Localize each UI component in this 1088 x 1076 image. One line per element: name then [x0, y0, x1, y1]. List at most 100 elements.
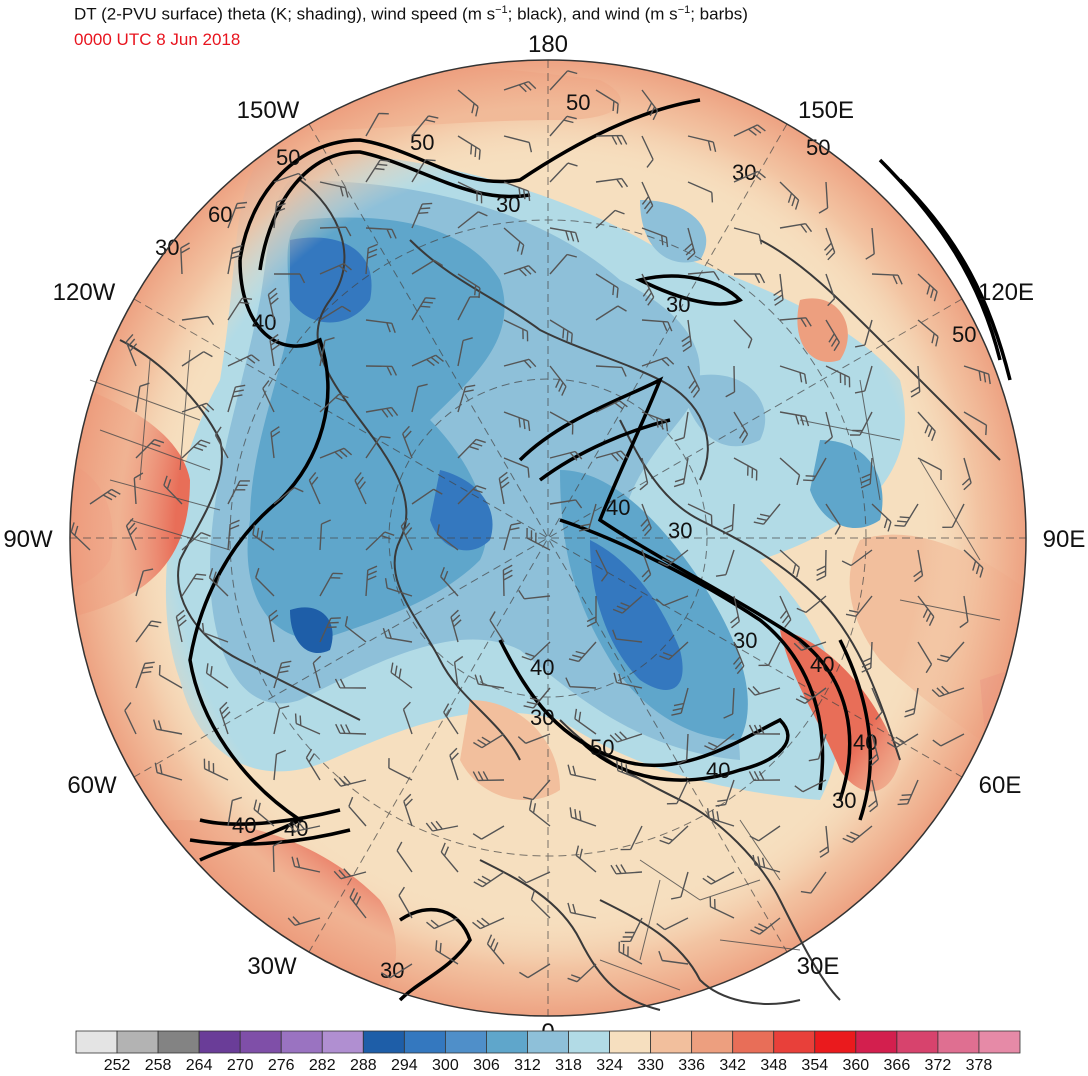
wind-barb	[502, 564, 513, 597]
wind-barb	[567, 963, 597, 983]
wind-barb	[673, 457, 689, 488]
wind-barb	[319, 447, 353, 460]
wind-barb	[305, 748, 321, 781]
colorbar-label: 324	[596, 1057, 623, 1074]
wind-barb	[503, 457, 530, 478]
wind-barb	[319, 181, 349, 198]
wind-barb	[274, 273, 306, 284]
wind-barb	[674, 411, 689, 442]
colorbar-label: 288	[350, 1057, 377, 1074]
colorbar-swatch	[855, 1030, 898, 1054]
colorbar-swatch	[650, 1030, 693, 1054]
wind-barb	[319, 519, 331, 551]
wind-barb	[800, 871, 827, 894]
wind-barb	[750, 917, 781, 935]
colorbar-swatch	[609, 1030, 652, 1054]
wind-barb	[503, 522, 521, 551]
wind-barb	[779, 181, 800, 210]
contour-atlantic-south	[398, 908, 472, 1002]
wind-barb	[402, 701, 413, 735]
wind-barb	[869, 733, 880, 767]
wind-barb	[135, 620, 162, 643]
wind-barb	[803, 457, 827, 482]
contour-label: 30	[832, 788, 856, 813]
valid-time: 0000 UTC 8 Jun 2018	[74, 30, 241, 49]
wind-barb	[411, 383, 428, 413]
wind-barb	[779, 549, 800, 578]
wind-barb	[411, 115, 439, 137]
wind-barb	[549, 450, 583, 461]
wind-barb	[273, 660, 292, 689]
wind-barb	[567, 902, 597, 919]
wind-barb	[365, 435, 391, 459]
wind-barb	[595, 305, 627, 321]
contour-label: 40	[853, 730, 877, 755]
wind-barb	[133, 472, 144, 505]
wind-barb	[214, 426, 229, 459]
wind-barb	[748, 770, 781, 781]
wind-barb	[723, 687, 735, 719]
wind-barb	[163, 475, 183, 505]
wind-barb	[860, 457, 873, 489]
wind-barb	[670, 871, 689, 900]
wind-barb	[868, 779, 879, 813]
wind-barb	[411, 354, 444, 367]
wind-barb	[381, 963, 413, 979]
colorbar-swatch	[568, 1030, 610, 1054]
wind-barb	[498, 471, 510, 505]
wind-barb	[936, 641, 965, 663]
wind-barb	[733, 319, 753, 349]
wind-barb	[365, 531, 395, 551]
colorbar-label: 366	[884, 1057, 911, 1074]
wind-barb	[904, 687, 919, 718]
wind-barb	[181, 439, 211, 459]
wind-barb	[398, 886, 413, 919]
wind-barb	[349, 888, 367, 919]
wind-barb	[400, 518, 413, 551]
wind-barb	[457, 89, 479, 117]
wind-barb	[411, 259, 444, 275]
wind-barb	[752, 854, 781, 873]
wind-barb	[272, 840, 283, 873]
wind-barb	[722, 503, 735, 535]
wind-barb	[886, 733, 919, 749]
contour-siberia-closed	[634, 274, 743, 306]
wind-barbs	[70, 70, 991, 983]
wind-barb	[620, 917, 643, 943]
contour-label: 50	[590, 735, 614, 760]
colorbar-label: 360	[842, 1057, 869, 1074]
wind-barb	[823, 227, 836, 261]
colorbar-swatch	[773, 1030, 816, 1054]
wind-barb	[201, 622, 229, 643]
lon-label-180: 180	[528, 31, 568, 58]
wind-barb	[595, 209, 625, 229]
wind-barb	[365, 365, 398, 376]
lon-label-120e: 120E	[978, 279, 1034, 306]
wind-barb	[273, 705, 290, 735]
wind-barb	[917, 411, 936, 441]
wind-barb	[687, 365, 701, 398]
wind-barb	[773, 273, 784, 306]
colorbar-label: 300	[432, 1057, 459, 1074]
wind-barb	[473, 871, 505, 888]
wind-barb	[503, 265, 537, 277]
wind-barb	[655, 595, 689, 607]
contour-east-jet	[838, 639, 873, 821]
wind-barb	[411, 297, 436, 321]
colorbar-swatch	[116, 1030, 159, 1054]
wind-barb	[917, 641, 933, 674]
wind-barb	[659, 825, 689, 845]
wind-barb	[344, 616, 367, 643]
wind-barb	[861, 641, 873, 673]
colorbar-swatch	[362, 1030, 405, 1054]
wind-barb	[658, 950, 689, 965]
colorbar: 252 258 264 270 276 282 288 294 300 306 312 318 324 3…	[75, 1030, 1021, 1074]
contour-label: 50	[276, 145, 300, 170]
wind-barb	[795, 687, 827, 705]
wind-barb	[808, 733, 827, 762]
contour-label: 30	[668, 518, 692, 543]
wind-barb	[612, 595, 643, 614]
wind-barb	[273, 197, 287, 229]
wind-barb	[181, 315, 215, 325]
